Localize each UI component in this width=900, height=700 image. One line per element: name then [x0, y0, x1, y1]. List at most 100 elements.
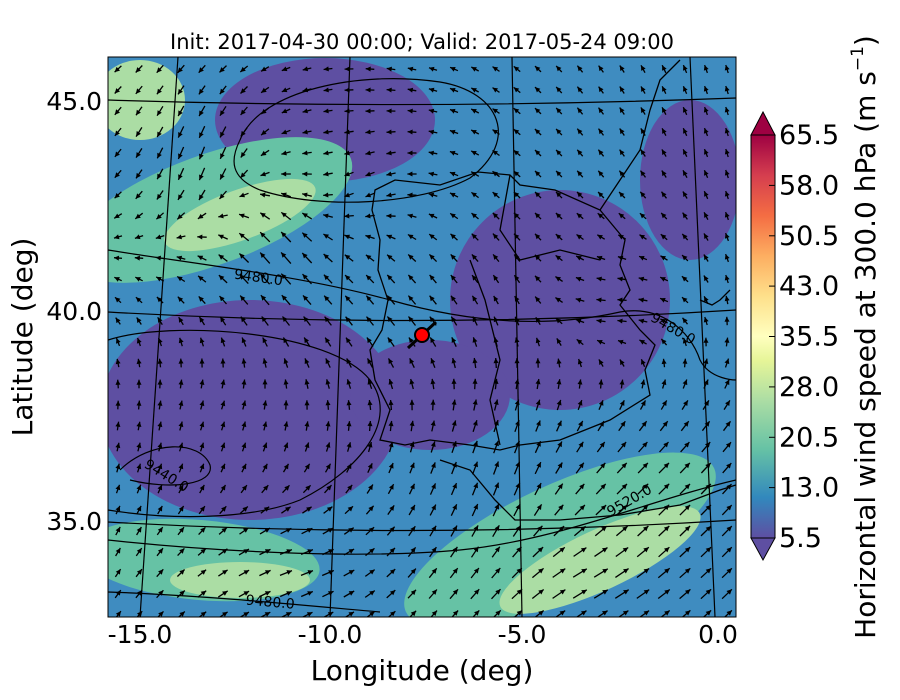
wind-vector-head: [683, 170, 688, 176]
wind-vector-head: [704, 233, 709, 239]
wind-vector-head: [346, 442, 352, 448]
wind-vector-head: [157, 527, 163, 533]
wind-vector-head: [156, 297, 163, 303]
wind-vector-head: [535, 150, 541, 156]
wind-vector-head: [471, 88, 477, 93]
wind-vector-head: [115, 421, 121, 427]
wind-vector-head: [642, 442, 648, 448]
wind-vector-head: [638, 276, 645, 282]
wind-vector-head: [598, 170, 604, 177]
wind-vector-head: [535, 296, 541, 303]
wind-vector-head: [494, 546, 500, 553]
wind-vector-head: [516, 546, 522, 553]
wind-vector-head: [241, 379, 247, 385]
wind-vector-head: [304, 400, 310, 406]
wind-vector-head: [685, 589, 691, 595]
wind-vector-head: [323, 274, 330, 281]
wind-vector-head: [703, 128, 709, 134]
wind-vector-head: [323, 171, 329, 177]
wind-vector-head: [220, 442, 226, 449]
wind-vector-head: [262, 442, 268, 449]
wind-vector-head: [662, 65, 667, 71]
wind-vector-head: [328, 591, 334, 596]
wind-vector-head: [514, 233, 520, 240]
wind-vector-head: [622, 610, 629, 616]
wind-vector-head: [386, 87, 392, 93]
wind-vector-head: [575, 276, 582, 282]
wind-vector-head: [662, 107, 667, 113]
wind-vector-head: [703, 275, 709, 282]
wind-vector-head: [682, 358, 688, 364]
wind-vector-head: [684, 547, 691, 553]
speed-region-jet-s: [404, 452, 716, 617]
wind-vector-head: [428, 108, 435, 114]
wind-vector-head: [407, 213, 413, 219]
wind-vector-head: [705, 526, 711, 532]
wind-vector-head: [114, 277, 120, 282]
wind-vector-head: [389, 505, 395, 511]
wind-vector-head: [157, 548, 163, 554]
wind-vector-head: [663, 483, 670, 490]
wind-vector-head: [429, 254, 435, 260]
wind-vector-head: [197, 255, 204, 261]
wind-vector-head: [451, 399, 457, 405]
wind-vector-head: [513, 192, 520, 198]
colorbar-tick-label: 35.5: [779, 322, 839, 353]
wind-vector-head: [703, 337, 709, 343]
wind-vector-head: [366, 316, 372, 323]
wind-vector-head: [307, 549, 313, 554]
wind-vector-head: [618, 339, 624, 345]
wind-vector-head: [179, 548, 185, 554]
wind-vector-head: [452, 568, 458, 574]
wind-vector-head: [157, 484, 163, 491]
wind-vector-head: [177, 214, 183, 220]
wind-vector-head: [136, 400, 142, 406]
wind-vector-head: [681, 276, 688, 282]
wind-vector-head: [493, 275, 499, 281]
wind-vector-head: [348, 591, 355, 596]
wind-vector-head: [619, 86, 625, 92]
wind-vector-head: [264, 528, 270, 533]
wind-vector-head: [516, 568, 522, 574]
balearic-coast: [699, 289, 731, 306]
wind-vector-head: [451, 337, 457, 343]
wind-vector-head: [178, 153, 183, 159]
wind-vector-head: [323, 192, 329, 198]
wind-vector-head: [643, 610, 650, 616]
wind-vector-head: [178, 506, 184, 512]
wind-vector-head: [115, 358, 121, 365]
wind-vector-head: [409, 441, 415, 448]
wind-vector-head: [660, 318, 666, 324]
wind-vector-head: [580, 547, 587, 553]
wind-vector-head: [222, 569, 228, 575]
wind-vector-head: [220, 421, 226, 428]
wind-vector-head: [535, 66, 541, 72]
colorbar-label: Horizontal wind speed at 300.0 hPa (m s−…: [848, 35, 882, 639]
wind-vector-head: [473, 525, 479, 531]
wind-vector-head: [535, 254, 541, 261]
wind-vector-head: [661, 338, 667, 345]
wind-vector-head: [431, 568, 437, 574]
wind-vector-head: [473, 461, 478, 468]
wind-vector-head: [431, 462, 436, 468]
wind-vector-head: [365, 150, 371, 156]
colorbar-tick-label: 5.5: [779, 523, 822, 554]
wind-vector-head: [243, 612, 249, 617]
wind-vector-head: [388, 463, 394, 469]
wind-vector-head: [472, 295, 478, 302]
wind-vector-head: [578, 420, 583, 427]
wind-vector-head: [494, 525, 500, 531]
wind-vector-head: [386, 129, 392, 135]
wind-vector-head: [157, 442, 163, 449]
wind-vector-head: [136, 152, 141, 158]
wind-vector-head: [304, 442, 310, 449]
wind-vector-head: [556, 338, 562, 344]
wind-vector-head: [556, 358, 562, 364]
meridian--10: [329, 57, 351, 617]
wind-vector-head: [619, 400, 625, 406]
wind-vector-head: [221, 506, 227, 512]
wind-vector-head: [576, 339, 583, 345]
wind-vector-head: [431, 483, 436, 489]
wind-vector-head: [724, 107, 730, 113]
wind-vector-head: [471, 67, 477, 72]
